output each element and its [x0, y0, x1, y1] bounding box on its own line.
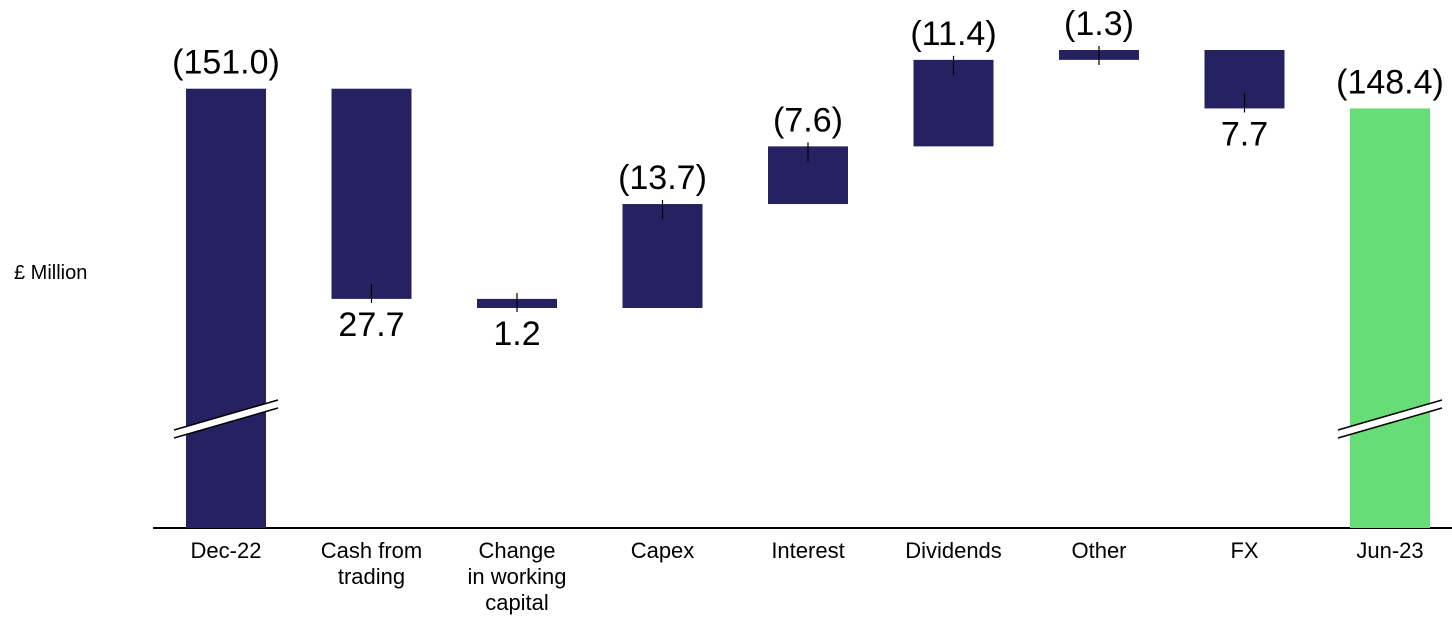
- bar: [622, 204, 703, 308]
- axis-break-line: [1337, 407, 1443, 439]
- data-label: 1.2: [493, 315, 540, 353]
- x-tick-label: Capex: [630, 538, 695, 563]
- x-tick-label: Interest: [771, 538, 845, 563]
- bar: [331, 88, 412, 299]
- axis-break: [1338, 400, 1442, 438]
- x-tick-label: Cash from trading: [320, 538, 423, 589]
- axis-break-line: [173, 399, 279, 431]
- data-label: 27.7: [338, 306, 404, 344]
- axis-break: [174, 400, 278, 438]
- x-tick-label: FX: [1230, 538, 1259, 563]
- data-label: (151.0): [172, 44, 280, 82]
- x-tick-label: Change in working capital: [467, 538, 567, 615]
- axis-break-line: [1337, 399, 1443, 431]
- y-axis-label: £ Million: [14, 262, 88, 284]
- data-label: (1.3): [1064, 5, 1134, 43]
- data-label: 7.7: [1221, 115, 1268, 153]
- x-tick-label: Dec-22: [190, 538, 262, 563]
- x-tick-label: Dividends: [905, 538, 1002, 563]
- data-label: (11.4): [910, 15, 996, 53]
- data-label: (148.4): [1336, 63, 1444, 101]
- axis-break-line: [173, 407, 279, 439]
- bar: [186, 88, 266, 528]
- data-label: (7.6): [773, 101, 843, 139]
- data-label: (13.7): [618, 159, 707, 197]
- x-tick-label: Jun-23: [1356, 538, 1424, 563]
- bar: [1350, 108, 1430, 528]
- x-tick-label: Other: [1071, 538, 1127, 563]
